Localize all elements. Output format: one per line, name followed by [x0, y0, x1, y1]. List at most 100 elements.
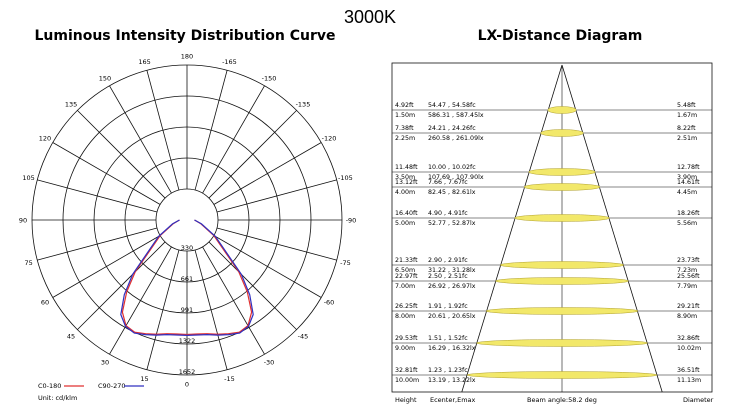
- illuminance-fc: 1.23 , 1.23fc: [428, 367, 468, 374]
- diameter-m: 3.90m: [677, 174, 697, 181]
- angle-label: 30: [101, 359, 109, 367]
- angle-label: 150: [99, 74, 111, 82]
- illuminance-ellipse: [528, 168, 596, 176]
- polar-chart-title: Luminous Intensity Distribution Curve: [34, 28, 336, 44]
- angle-label: -135: [296, 101, 311, 109]
- diameter-m: 11.13m: [677, 377, 701, 384]
- diameter-m: 2.51m: [677, 135, 697, 142]
- illuminance-lx: 31.22 , 31.28lx: [428, 267, 476, 274]
- angle-label: 120: [39, 135, 51, 143]
- angle-label: 105: [22, 174, 34, 182]
- angle-label: -75: [340, 259, 351, 267]
- polar-spoke: [109, 85, 172, 194]
- polar-spoke: [146, 249, 180, 370]
- radial-label: 1322: [179, 337, 196, 345]
- height-m: 7.00m: [395, 283, 415, 290]
- height-m: 2.25m: [395, 135, 415, 142]
- height-m: 5.00m: [395, 220, 415, 227]
- series-line-c90-270: [120, 219, 254, 337]
- diameter-m: 1.67m: [677, 112, 697, 119]
- diameter-m: 10.02m: [677, 345, 701, 352]
- polar-spoke: [216, 179, 337, 213]
- polar-spoke: [216, 227, 337, 261]
- polar-spoke: [52, 235, 161, 298]
- angle-label: -15: [224, 375, 235, 383]
- footer-beam-angle: Beam angle:58.2 deg: [527, 396, 597, 404]
- angle-label: 60: [41, 299, 49, 307]
- illuminance-fc: 4.90 , 4.91fc: [428, 210, 468, 217]
- footer-diameter: Diameter: [683, 396, 714, 404]
- polar-spoke: [208, 241, 297, 330]
- polar-spoke: [194, 249, 228, 370]
- height-ft: 22.97ft: [395, 273, 418, 280]
- illuminance-ellipse: [485, 307, 639, 315]
- polar-spoke: [52, 142, 161, 205]
- height-ft: 16.40ft: [395, 210, 418, 217]
- diameter-ft: 36.51ft: [677, 367, 700, 374]
- polar-spoke: [213, 235, 322, 298]
- diameter-m: 8.90m: [677, 313, 697, 320]
- polar-spoke: [77, 241, 166, 330]
- height-ft: 13.12ft: [395, 179, 418, 186]
- polar-spoke: [77, 110, 166, 199]
- illuminance-ellipse: [466, 371, 658, 379]
- height-m: 8.00m: [395, 313, 415, 320]
- polar-spoke: [202, 85, 265, 194]
- diameter-ft: 14.61ft: [677, 179, 700, 186]
- illuminance-fc: 10.00 , 10.02fc: [428, 164, 476, 171]
- angle-label: 165: [138, 58, 150, 66]
- diameter-m: 7.23m: [677, 267, 697, 274]
- radial-label: 991: [181, 306, 193, 314]
- angle-label: 90: [19, 217, 27, 225]
- polar-spoke: [109, 246, 172, 355]
- illuminance-lx: 20.61 , 20.65lx: [428, 313, 476, 320]
- height-ft: 11.48ft: [395, 164, 418, 171]
- illuminance-ellipse: [476, 339, 648, 347]
- diameter-ft: 5.48ft: [677, 102, 696, 109]
- diameter-m: 4.45m: [677, 189, 697, 196]
- height-m: 9.00m: [395, 345, 415, 352]
- unit-label: Unit: cd/klm: [38, 394, 77, 402]
- height-m: 1.50m: [395, 112, 415, 119]
- height-ft: 32.81ft: [395, 367, 418, 374]
- angle-label: -165: [222, 58, 237, 66]
- radial-label: 661: [181, 275, 193, 283]
- footer-height: Height: [395, 396, 417, 404]
- illuminance-lx: 586.31 , 587.45lx: [428, 112, 484, 119]
- height-ft: 26.25ft: [395, 303, 418, 310]
- angle-label: -90: [346, 217, 357, 225]
- illuminance-lx: 13.19 , 13.22lx: [428, 377, 476, 384]
- diagram-frame: [391, 62, 713, 393]
- illuminance-lx: 82.45 , 82.61lx: [428, 189, 476, 196]
- lx-chart-title: LX-Distance Diagram: [477, 28, 643, 44]
- height-m: 4.00m: [395, 189, 415, 196]
- illuminance-ellipse: [495, 277, 629, 285]
- height-m: 3.50m: [395, 174, 415, 181]
- beam-edge-right: [561, 64, 663, 393]
- angle-label: -120: [322, 135, 337, 143]
- illuminance-ellipse: [514, 214, 610, 222]
- illuminance-fc: 54.47 , 54.58fc: [428, 102, 476, 109]
- angle-label: -30: [264, 359, 275, 367]
- angle-label: 180: [181, 53, 193, 61]
- diameter-ft: 32.86ft: [677, 335, 700, 342]
- illuminance-fc: 7.66 , 7.67fc: [428, 179, 468, 186]
- polar-spoke: [202, 246, 265, 355]
- legend-label: C90-270: [98, 382, 126, 390]
- illuminance-ellipse: [500, 261, 624, 269]
- angle-label: -105: [338, 174, 353, 182]
- angle-label: -45: [298, 332, 309, 340]
- polar-spoke: [37, 179, 158, 213]
- polar-spoke: [213, 142, 322, 205]
- diameter-ft: 18.26ft: [677, 210, 700, 217]
- illuminance-fc: 2.90 , 2.91fc: [428, 257, 468, 264]
- polar-spoke: [37, 227, 158, 261]
- radial-label: 330: [181, 244, 193, 252]
- illuminance-lx: 107.69 , 107.90lx: [428, 174, 484, 181]
- illuminance-ellipse: [540, 129, 584, 137]
- illuminance-lx: 260.58 , 261.09lx: [428, 135, 484, 142]
- angle-label: 135: [65, 101, 77, 109]
- diameter-m: 5.56m: [677, 220, 697, 227]
